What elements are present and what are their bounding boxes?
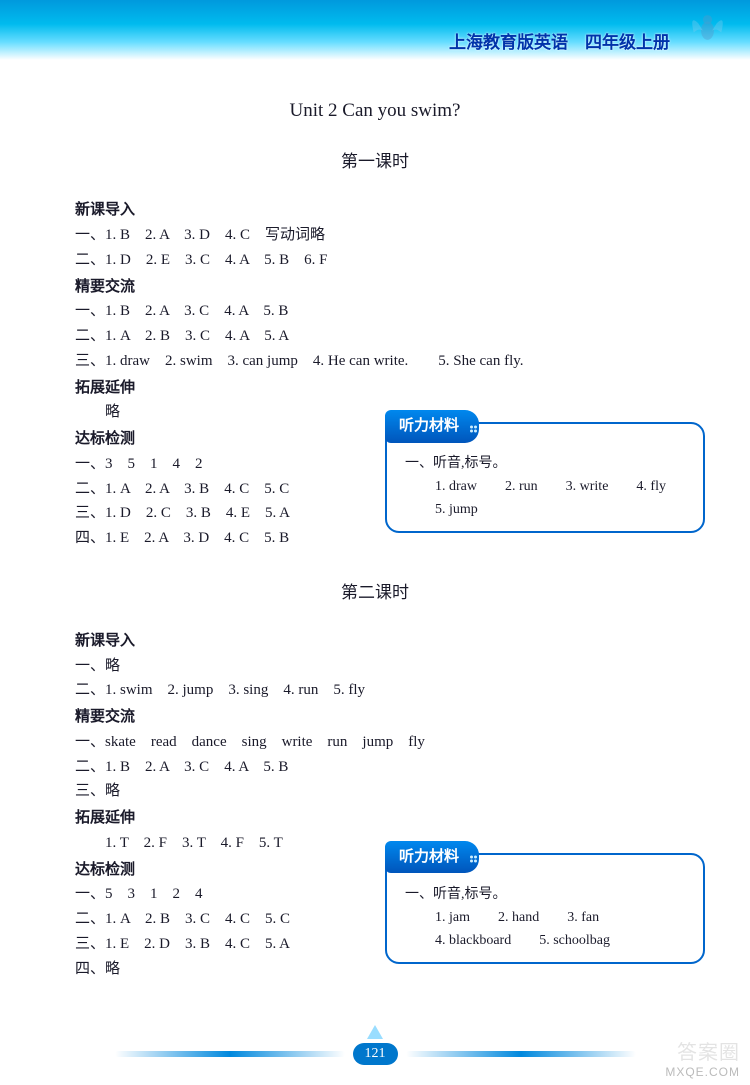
answer-line: 1. T 2. F 3. T 4. F 5. T (75, 831, 675, 856)
unit-title: Unit 2 Can you swim? (75, 95, 675, 126)
listening-line: 1. draw 2. run 3. write 4. fly (405, 475, 689, 498)
listening-line: 一、听音,标号。 (405, 452, 689, 475)
footer-bar-left (115, 1051, 345, 1057)
fairy-icon (680, 5, 735, 60)
answer-line: 二、1. B 2. A 3. C 4. A 5. B (75, 755, 675, 780)
page-footer: 121 (0, 1043, 750, 1065)
drop-icon (367, 1025, 383, 1039)
footer-bar-right (406, 1051, 636, 1057)
listening-tab: 听力材料 (385, 841, 479, 874)
lesson2-intro-label: 新课导入 (75, 629, 675, 654)
answer-line: 一、略 (75, 654, 675, 679)
lesson1-title: 第一课时 (75, 148, 675, 176)
lesson2-exchange-label: 精要交流 (75, 705, 675, 730)
listening-line: 4. blackboard 5. schoolbag (405, 929, 689, 952)
answer-line: 三、略 (75, 779, 675, 804)
lesson1-test-wrapper: 达标检测 一、3 5 1 4 2 二、1. A 2. A 3. B 4. C 5… (75, 427, 675, 551)
banner-title: 上海教育版英语 四年级上册 (449, 28, 670, 53)
watermark: 答案圈 MXQE.COM (665, 1041, 740, 1079)
lesson1-exchange-label: 精要交流 (75, 275, 675, 300)
answer-line: 二、1. A 2. B 3. C 4. A 5. A (75, 324, 675, 349)
answer-line: 三、1. draw 2. swim 3. can jump 4. He can … (75, 349, 675, 374)
watermark-en: MXQE.COM (665, 1065, 740, 1079)
page-number-text: 121 (365, 1046, 386, 1061)
listening-tab: 听力材料 (385, 410, 479, 443)
page-number: 121 (353, 1043, 398, 1065)
answer-line: 一、skate read dance sing write run jump f… (75, 730, 675, 755)
lesson1-extend-label: 拓展延伸 (75, 376, 675, 401)
answer-line: 二、1. D 2. E 3. C 4. A 5. B 6. F (75, 248, 675, 273)
lesson1-listening-box: 听力材料 一、听音,标号。 1. draw 2. run 3. write 4.… (385, 422, 705, 533)
answer-line: 一、1. B 2. A 3. C 4. A 5. B (75, 299, 675, 324)
lesson1-intro-label: 新课导入 (75, 198, 675, 223)
listening-line: 1. jam 2. hand 3. fan (405, 906, 689, 929)
listening-line: 一、听音,标号。 (405, 883, 689, 906)
listening-line: 5. jump (405, 498, 689, 521)
lesson2-extend-label: 拓展延伸 (75, 806, 675, 831)
lesson2-listening-box: 听力材料 一、听音,标号。 1. jam 2. hand 3. fan 4. b… (385, 853, 705, 964)
lesson2-test-wrapper: 达标检测 一、5 3 1 2 4 二、1. A 2. B 3. C 4. C 5… (75, 858, 675, 982)
lesson2-title: 第二课时 (75, 579, 675, 607)
answer-line: 一、1. B 2. A 3. D 4. C 写动词略 (75, 223, 675, 248)
answer-line: 二、1. swim 2. jump 3. sing 4. run 5. fly (75, 678, 675, 703)
page-content: Unit 2 Can you swim? 第一课时 新课导入 一、1. B 2.… (0, 60, 750, 981)
top-banner: 上海教育版英语 四年级上册 (0, 0, 750, 60)
watermark-cn: 答案圈 (665, 1041, 740, 1065)
